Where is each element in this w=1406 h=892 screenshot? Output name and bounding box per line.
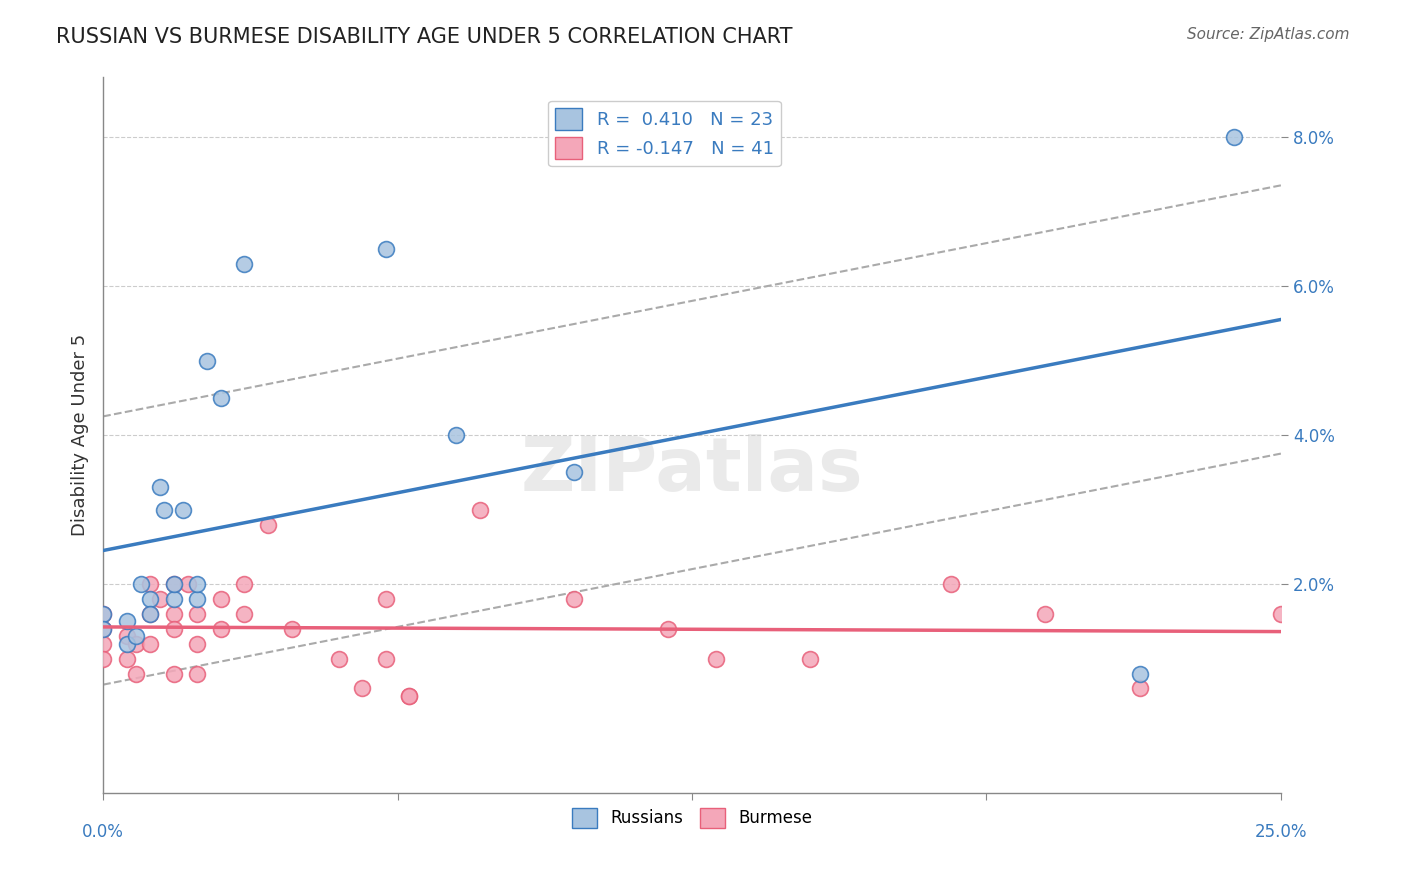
Point	[91, 637, 114, 651]
Legend: Russians, Burmese: Russians, Burmese	[565, 801, 818, 835]
Point	[562, 592, 585, 607]
Point	[163, 577, 186, 591]
Point	[398, 689, 420, 703]
Text: ZIPatlas: ZIPatlas	[520, 434, 863, 508]
Point	[352, 681, 374, 696]
Point	[115, 637, 138, 651]
Point	[125, 666, 148, 681]
Point	[186, 607, 208, 621]
Point	[398, 689, 420, 703]
Point	[163, 607, 186, 621]
Point	[799, 651, 821, 665]
Point	[186, 592, 208, 607]
Point	[139, 577, 162, 591]
Point	[209, 592, 232, 607]
Point	[562, 466, 585, 480]
Point	[139, 607, 162, 621]
Point	[91, 607, 114, 621]
Point	[139, 607, 162, 621]
Point	[177, 577, 200, 591]
Point	[91, 622, 114, 636]
Point	[233, 577, 256, 591]
Point	[1223, 130, 1246, 145]
Point	[91, 622, 114, 636]
Point	[91, 607, 114, 621]
Point	[186, 666, 208, 681]
Point	[209, 391, 232, 405]
Point	[374, 651, 396, 665]
Point	[195, 353, 218, 368]
Point	[163, 622, 186, 636]
Text: 0.0%: 0.0%	[82, 823, 124, 841]
Text: RUSSIAN VS BURMESE DISABILITY AGE UNDER 5 CORRELATION CHART: RUSSIAN VS BURMESE DISABILITY AGE UNDER …	[56, 27, 793, 46]
Point	[129, 577, 152, 591]
Point	[149, 592, 172, 607]
Point	[657, 622, 679, 636]
Point	[163, 666, 186, 681]
Point	[1035, 607, 1057, 621]
Point	[172, 502, 194, 516]
Point	[446, 428, 468, 442]
Point	[125, 629, 148, 643]
Point	[115, 615, 138, 629]
Point	[1129, 681, 1152, 696]
Point	[233, 607, 256, 621]
Point	[233, 257, 256, 271]
Point	[163, 592, 186, 607]
Point	[328, 651, 350, 665]
Point	[186, 637, 208, 651]
Point	[125, 637, 148, 651]
Text: 25.0%: 25.0%	[1254, 823, 1308, 841]
Point	[1129, 666, 1152, 681]
Point	[1270, 607, 1292, 621]
Point	[704, 651, 727, 665]
Point	[941, 577, 963, 591]
Point	[91, 651, 114, 665]
Point	[186, 577, 208, 591]
Point	[209, 622, 232, 636]
Y-axis label: Disability Age Under 5: Disability Age Under 5	[72, 334, 89, 536]
Point	[139, 592, 162, 607]
Point	[468, 502, 491, 516]
Point	[257, 517, 280, 532]
Point	[163, 577, 186, 591]
Point	[115, 629, 138, 643]
Point	[139, 637, 162, 651]
Point	[115, 651, 138, 665]
Point	[280, 622, 302, 636]
Point	[149, 480, 172, 494]
Point	[153, 502, 176, 516]
Text: Source: ZipAtlas.com: Source: ZipAtlas.com	[1187, 27, 1350, 42]
Point	[374, 242, 396, 256]
Point	[374, 592, 396, 607]
